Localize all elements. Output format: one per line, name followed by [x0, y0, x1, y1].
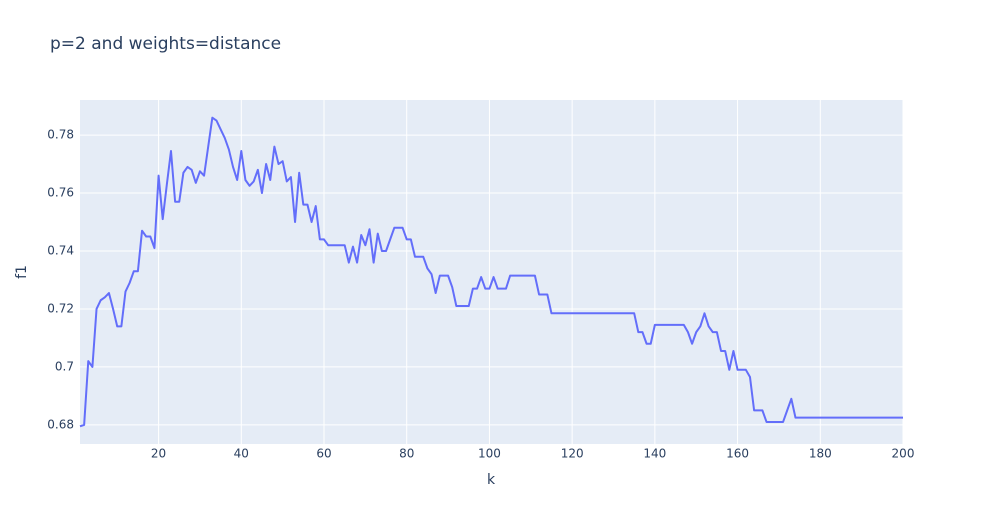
y-tick-label: 0.76	[47, 186, 74, 200]
x-tick-label: 80	[399, 447, 414, 461]
y-tick-label: 0.7	[55, 359, 74, 373]
x-tick-label: 20	[151, 447, 166, 461]
x-axis-title: k	[487, 472, 496, 488]
x-tick-label: 200	[892, 447, 915, 461]
y-axis-title: f1	[14, 265, 30, 279]
x-tick-label: 120	[561, 447, 584, 461]
x-tick-label: 180	[809, 447, 832, 461]
grid	[80, 100, 904, 444]
y-tick-label: 0.74	[47, 243, 74, 257]
chart-title: p=2 and weights=distance	[50, 34, 281, 54]
x-tick-label: 100	[478, 447, 501, 461]
y-tick-label: 0.72	[47, 301, 74, 315]
y-tick-label: 0.78	[47, 128, 74, 142]
plot-area	[80, 100, 903, 444]
data-line	[79, 116, 903, 428]
x-tick-label: 60	[316, 447, 331, 461]
x-tick-label: 160	[726, 447, 749, 461]
x-tick-label: 40	[234, 447, 249, 461]
x-tick-label: 140	[643, 447, 666, 461]
y-tick-label: 0.68	[47, 417, 74, 431]
